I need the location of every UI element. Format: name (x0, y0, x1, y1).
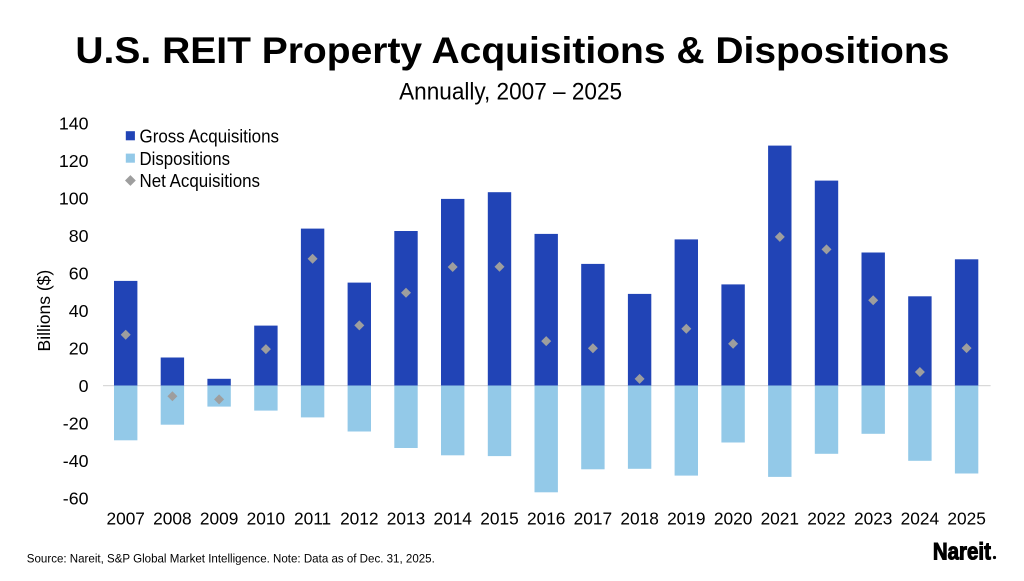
svg-text:Net Acquisitions: Net Acquisitions (140, 170, 261, 191)
svg-text:2020: 2020 (714, 509, 752, 529)
svg-text:2009: 2009 (200, 509, 238, 529)
svg-text:2024: 2024 (901, 509, 940, 529)
svg-text:2023: 2023 (854, 509, 892, 529)
svg-text:2022: 2022 (807, 509, 845, 529)
svg-text:Dispositions: Dispositions (140, 148, 231, 169)
svg-text:2010: 2010 (247, 509, 285, 529)
svg-text:Source: Nareit, S&P Global Mar: Source: Nareit, S&P Global Market Intell… (27, 552, 435, 566)
svg-text:Nareit: Nareit (933, 538, 991, 565)
svg-text:140: 140 (59, 113, 89, 133)
svg-text:2019: 2019 (667, 509, 705, 529)
svg-text:2021: 2021 (761, 509, 799, 529)
svg-text:2015: 2015 (480, 509, 518, 529)
svg-text:20: 20 (69, 338, 89, 358)
svg-text:0: 0 (79, 376, 89, 396)
svg-text:Gross Acquisitions: Gross Acquisitions (140, 125, 280, 146)
svg-text:100: 100 (59, 188, 89, 208)
svg-text:2013: 2013 (387, 509, 425, 529)
svg-text:U.S. REIT Property Acquisition: U.S. REIT Property Acquisitions & Dispos… (75, 30, 949, 71)
svg-text:-40: -40 (63, 451, 89, 471)
svg-text:2011: 2011 (294, 509, 331, 529)
svg-text:80: 80 (69, 226, 89, 246)
svg-text:2014: 2014 (433, 509, 472, 529)
svg-text:2018: 2018 (620, 509, 658, 529)
svg-text:2025: 2025 (947, 509, 985, 529)
svg-text:-20: -20 (63, 413, 89, 433)
svg-text:2012: 2012 (340, 509, 378, 529)
svg-text:120: 120 (59, 151, 89, 171)
svg-text:Billions ($): Billions ($) (34, 270, 54, 352)
svg-text:60: 60 (69, 263, 89, 283)
svg-text:Annually, 2007 – 2025: Annually, 2007 – 2025 (399, 79, 622, 106)
svg-text:-60: -60 (63, 488, 89, 508)
svg-text:2007: 2007 (106, 509, 144, 529)
svg-text:2017: 2017 (574, 509, 612, 529)
svg-text:2016: 2016 (527, 509, 565, 529)
svg-text:40: 40 (69, 301, 89, 321)
svg-text:2008: 2008 (153, 509, 191, 529)
